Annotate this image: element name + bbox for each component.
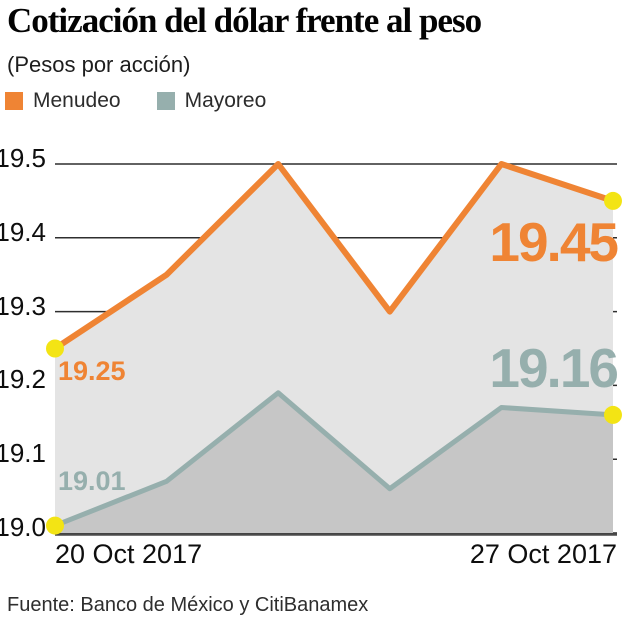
mayoreo-end-value-label: 19.16 (489, 337, 619, 399)
y-tick-label: 19.4 (0, 216, 46, 247)
chart-title: Cotización del dólar frente al peso (7, 1, 482, 40)
menudeo-swatch-icon (5, 92, 23, 110)
source-note: Fuente: Banco de México y CitiBanamex (7, 594, 369, 616)
mayoreo-start-value-label: 19.01 (58, 466, 126, 496)
y-tick-label: 19.2 (0, 364, 46, 395)
x-axis-label-end: 27 Oct 2017 (469, 539, 617, 569)
y-tick-label: 19.3 (0, 290, 46, 321)
y-tick-label: 19.0 (0, 512, 46, 542)
menudeo-start-value-label: 19.25 (58, 356, 126, 386)
chart-subtitle: (Pesos por acción) (7, 52, 191, 77)
legend-item-menudeo: Menudeo (5, 89, 121, 113)
mayoreo-swatch-icon (156, 92, 175, 110)
y-tick-label: 19.5 (0, 143, 46, 173)
legend: Menudeo Mayoreo (5, 89, 302, 113)
menudeo-end-value-label: 19.45 (489, 211, 619, 273)
plot-area (46, 161, 622, 536)
x-axis-label-start: 20 Oct 2017 (55, 539, 203, 569)
legend-item-mayoreo: Mayoreo (156, 89, 267, 113)
y-tick-label: 19.1 (0, 438, 46, 469)
legend-label-menudeo: Menudeo (33, 89, 121, 112)
legend-label-mayoreo: Mayoreo (184, 89, 267, 112)
